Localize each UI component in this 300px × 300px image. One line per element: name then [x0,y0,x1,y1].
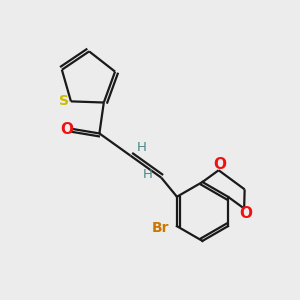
Text: Br: Br [152,221,169,235]
Text: S: S [58,94,69,108]
Text: O: O [60,122,73,136]
Text: H: H [136,141,146,154]
Text: O: O [214,158,226,172]
Text: H: H [143,168,153,181]
Text: O: O [239,206,252,221]
